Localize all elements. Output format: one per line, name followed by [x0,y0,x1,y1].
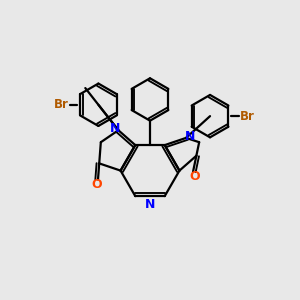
Text: O: O [91,178,102,191]
Text: Br: Br [54,98,69,111]
Text: Br: Br [239,110,254,123]
Text: N: N [145,199,155,212]
Text: O: O [189,170,200,183]
Text: N: N [110,122,120,135]
Text: N: N [184,130,195,143]
